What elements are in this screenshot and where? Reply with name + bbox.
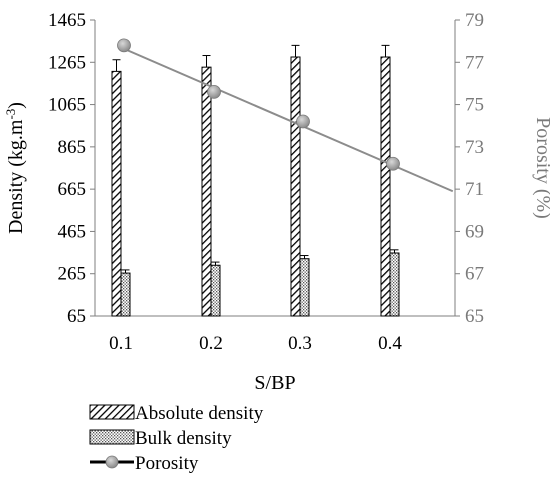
x-axis-title: S/BP xyxy=(254,372,295,394)
y2-axis-title: Porosity (%) xyxy=(532,117,550,219)
legend-label-bulk-density: Bulk density xyxy=(135,428,232,449)
x-tick-label: 0.2 xyxy=(199,333,223,354)
right-tick-label: 73 xyxy=(465,137,484,158)
left-tick-label: 665 xyxy=(58,179,87,200)
error-bars-group xyxy=(112,44,399,274)
right-tick-label: 67 xyxy=(465,264,484,285)
right-tick-label: 71 xyxy=(465,179,484,200)
legend-swatch-bulk-density xyxy=(89,429,135,445)
porosity-series-group xyxy=(117,38,454,193)
bar-absolute-density xyxy=(201,66,212,317)
legend-label-porosity: Porosity xyxy=(135,453,199,474)
legend-label-absolute-density: Absolute density xyxy=(135,403,264,424)
y-axis-title: Density (kg.m-3) xyxy=(3,102,27,234)
y-axis-title-close: ) xyxy=(5,102,27,109)
x-tick-label: 0.3 xyxy=(288,333,312,354)
porosity-marker xyxy=(296,114,310,129)
y-axis-title-main: Density (kg.m xyxy=(5,119,27,234)
right-tick-label: 79 xyxy=(465,10,484,31)
porosity-marker xyxy=(386,156,400,171)
right-axis-ticks: 65 67 69 71 73 75 77 79 xyxy=(455,10,484,327)
right-tick-label: 77 xyxy=(465,52,484,73)
left-tick-label: 1065 xyxy=(48,95,86,116)
y-axis-title-sup: -3 xyxy=(3,109,18,120)
left-tick-label: 465 xyxy=(58,221,87,242)
bar-bulk-density xyxy=(120,272,131,317)
legend-swatch-porosity-marker xyxy=(105,455,119,469)
porosity-trendline xyxy=(120,46,454,193)
left-axis-ticks: 65 265 465 665 865 1065 1265 1465 xyxy=(48,10,95,327)
x-tick-label: 0.4 xyxy=(378,333,402,354)
bar-absolute-density xyxy=(111,70,122,317)
porosity-marker xyxy=(207,84,221,99)
x-axis-ticks: 0.1 0.2 0.3 0.4 xyxy=(109,333,402,354)
x-tick-label: 0.1 xyxy=(109,333,133,354)
bar-absolute-density xyxy=(290,56,301,317)
bar-absolute-density xyxy=(380,56,391,317)
right-tick-label: 75 xyxy=(465,95,484,116)
left-tick-label: 265 xyxy=(58,264,87,285)
bar-bulk-density xyxy=(389,252,400,317)
left-tick-label: 865 xyxy=(58,137,87,158)
left-tick-label: 1465 xyxy=(48,10,86,31)
legend-swatch-absolute-density xyxy=(89,404,135,420)
porosity-marker xyxy=(117,38,131,53)
legend: Absolute density Bulk density Porosity xyxy=(89,403,264,474)
bar-bulk-density xyxy=(210,264,221,317)
left-tick-label: 1265 xyxy=(48,52,86,73)
left-tick-label: 65 xyxy=(67,306,86,327)
right-tick-label: 65 xyxy=(465,306,484,327)
bars-group xyxy=(111,56,400,317)
right-tick-label: 69 xyxy=(465,221,484,242)
bar-bulk-density xyxy=(299,258,310,317)
